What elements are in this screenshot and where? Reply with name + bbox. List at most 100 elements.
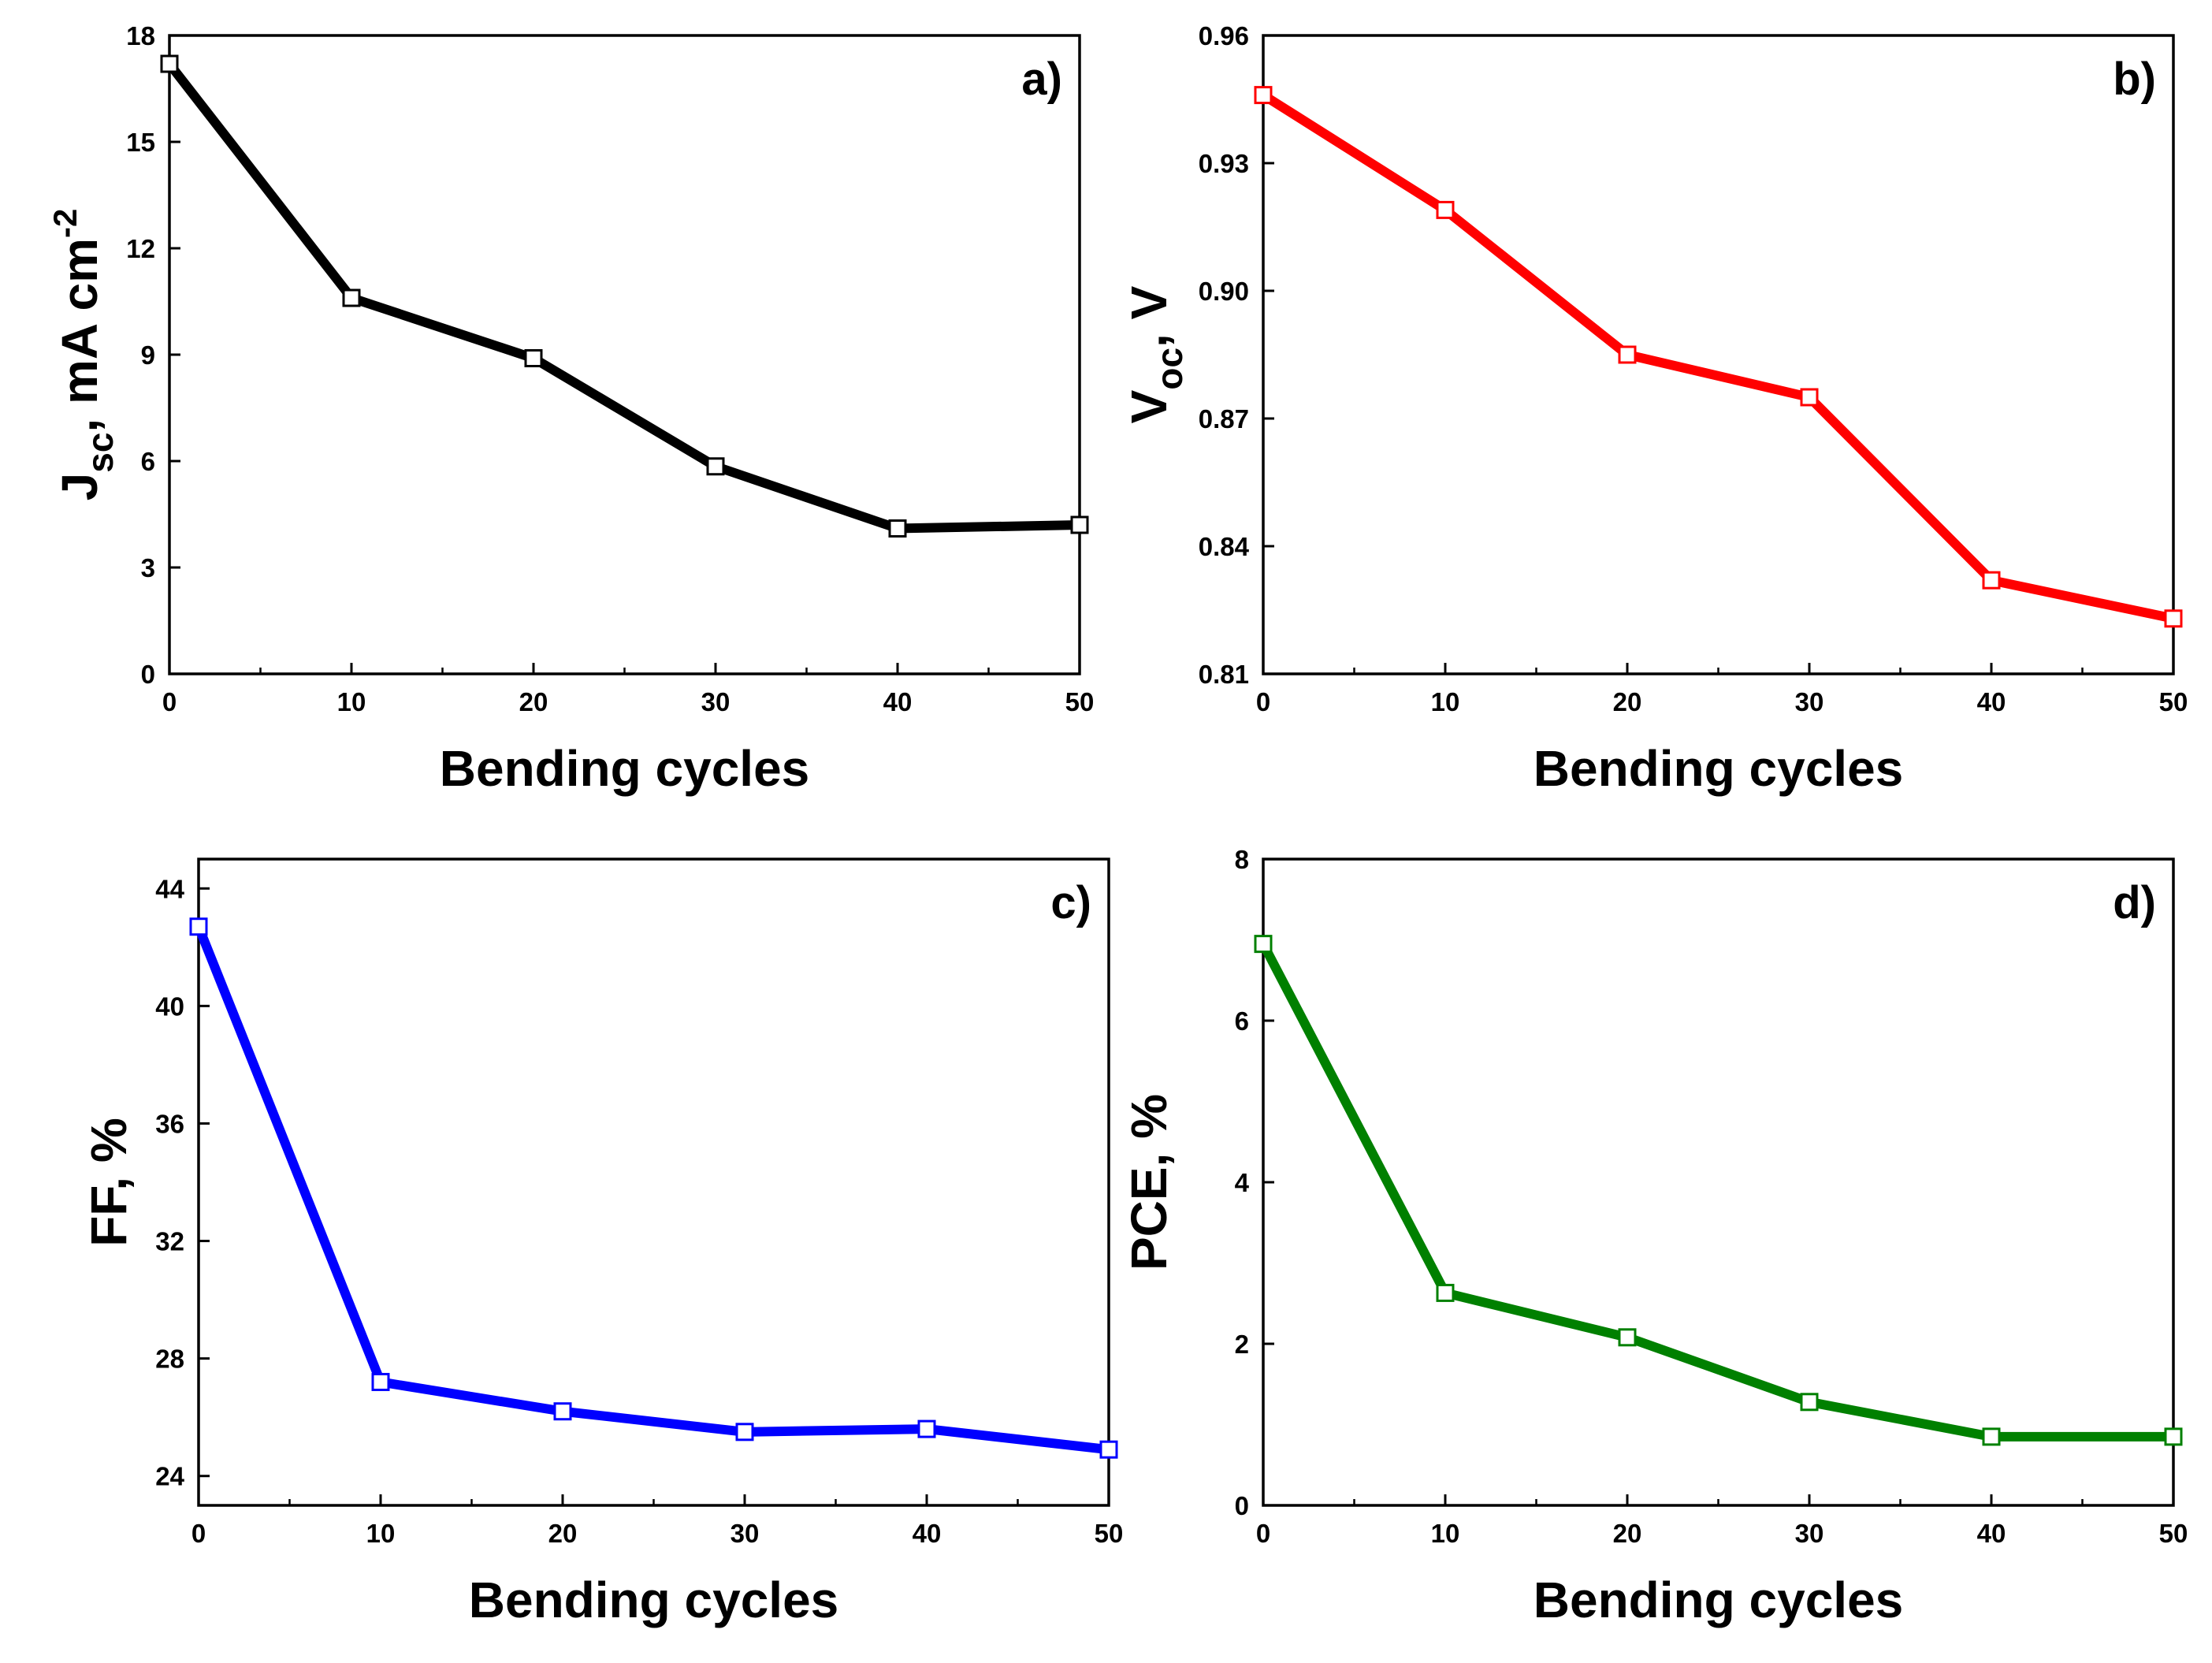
data-point — [189, 917, 208, 936]
y-tick-label: 15 — [126, 128, 155, 157]
y-tick-label: 44 — [155, 874, 184, 903]
x-tick-label: 0 — [162, 687, 177, 716]
y-title-rest: , V — [1121, 285, 1177, 348]
x-tick-label: 20 — [1613, 1519, 1642, 1548]
y-tick-label: 9 — [141, 340, 155, 370]
panel-label: a) — [1021, 54, 1062, 105]
panel-d: 0 10 20 30 40 50 0 2 4 6 8 d) Bending cycles PCE, % — [1121, 845, 2188, 1628]
panel-label: c) — [1050, 877, 1091, 928]
data-point — [1436, 200, 1455, 219]
y-tick-label: 2 — [1235, 1330, 1249, 1359]
data-point — [1436, 1283, 1455, 1302]
y-axis-title: Jsc, mA cm-2 — [46, 209, 121, 501]
y-tick-label: 0.90 — [1199, 277, 1249, 306]
y-tick-label: 0.87 — [1199, 404, 1249, 433]
panel-label: d) — [2113, 877, 2156, 928]
y-tick-label: 0.93 — [1199, 149, 1249, 178]
data-point — [706, 457, 725, 476]
data-point — [2164, 609, 2183, 628]
data-point — [917, 1419, 936, 1438]
y-axis-title: Voc, V — [1121, 285, 1190, 423]
data-point — [342, 288, 361, 307]
y-axis-title: FF, % — [80, 1118, 137, 1247]
series-line-jsc — [165, 61, 1080, 534]
plot-frame — [168, 34, 1081, 675]
x-tick-label: 50 — [2159, 1519, 2188, 1548]
y-tick-label: 28 — [155, 1345, 184, 1374]
data-point — [524, 349, 543, 367]
x-tick-label: 0 — [1256, 1519, 1270, 1548]
x-axis-title: Bending cycles — [469, 1572, 839, 1628]
y-tick-label: 4 — [1235, 1168, 1250, 1197]
y-tick-label: 0 — [141, 660, 155, 689]
y-axis-title: PCE, % — [1121, 1094, 1177, 1271]
x-axis-title: Bending cycles — [1534, 1572, 1904, 1628]
x-tick-label: 50 — [1095, 1519, 1124, 1548]
data-point — [1099, 1440, 1118, 1459]
data-point — [888, 519, 907, 538]
x-tick-label: 40 — [1977, 1519, 2006, 1548]
y-tick-label: 6 — [141, 447, 155, 476]
series-line-ff — [194, 925, 1110, 1455]
panel-b: 0 10 20 30 40 50 0.81 0.84 0.87 0.90 0.93 0.96 b) Ben… — [1121, 21, 2188, 797]
series-line-voc — [1260, 91, 2175, 623]
y-tick-label: 3 — [141, 553, 155, 582]
data-point — [1982, 571, 2001, 590]
panel-a: 0 10 20 30 40 50 0 3 6 9 12 15 18 a) Bending cycles Jsc… — [46, 21, 1094, 797]
data-point — [1618, 345, 1637, 364]
y-tick-label: 18 — [126, 21, 155, 50]
x-tick-label: 0 — [1256, 687, 1270, 716]
x-tick-label: 40 — [883, 687, 913, 716]
y-tick-label: 0.96 — [1199, 21, 1249, 50]
x-tick-label: 30 — [701, 687, 731, 716]
x-tick-label: 10 — [1431, 687, 1460, 716]
x-tick-label: 10 — [337, 687, 366, 716]
y-title-superscript: -2 — [46, 209, 84, 238]
series-line-pce — [1258, 941, 2173, 1442]
y-tick-label: 36 — [155, 1109, 184, 1138]
y-title-subscript: sc — [80, 433, 121, 473]
y-tick-label: 0 — [1235, 1491, 1249, 1520]
y-tick-label: 24 — [155, 1462, 184, 1491]
y-title-main: V — [1121, 389, 1177, 423]
x-tick-label: 20 — [519, 687, 548, 716]
x-tick-label: 30 — [1795, 1519, 1824, 1548]
x-axis-title: Bending cycles — [440, 740, 810, 797]
y-title-rest: , mA cm — [51, 238, 108, 433]
data-point — [1254, 935, 1273, 954]
data-point — [1800, 388, 1819, 407]
data-point — [371, 1372, 390, 1391]
x-tick-label: 40 — [913, 1519, 942, 1548]
panel-label: b) — [2113, 54, 2156, 105]
data-point — [1254, 86, 1273, 105]
data-point — [1618, 1328, 1637, 1347]
x-tick-label: 50 — [2159, 687, 2188, 716]
x-tick-label: 40 — [1977, 687, 2006, 716]
x-tick-label: 20 — [548, 1519, 578, 1548]
y-title-subscript: oc — [1149, 348, 1190, 390]
panel-c: 0 10 20 30 40 50 24 28 32 36 40 44 c) Bending cycles F… — [80, 858, 1124, 1628]
data-point — [735, 1423, 754, 1442]
data-point — [1800, 1393, 1819, 1412]
data-point — [1070, 515, 1089, 534]
y-tick-label: 40 — [155, 991, 184, 1021]
x-tick-label: 50 — [1065, 687, 1095, 716]
y-title-main: FF, % — [80, 1118, 137, 1247]
x-tick-label: 10 — [1431, 1519, 1460, 1548]
plot-frame — [1262, 34, 2175, 675]
data-point — [553, 1402, 572, 1421]
x-tick-label: 0 — [191, 1519, 206, 1548]
x-axis-title: Bending cycles — [1534, 740, 1904, 797]
data-point — [160, 54, 179, 73]
y-title-main: PCE, % — [1121, 1094, 1177, 1271]
y-tick-label: 32 — [155, 1227, 184, 1256]
y-tick-label: 0.81 — [1199, 660, 1249, 689]
x-tick-label: 10 — [366, 1519, 396, 1548]
y-tick-label: 0.84 — [1199, 532, 1250, 561]
x-tick-label: 20 — [1613, 687, 1642, 716]
y-tick-label: 8 — [1235, 845, 1249, 874]
y-tick-label: 12 — [126, 234, 155, 263]
x-tick-label: 30 — [1795, 687, 1824, 716]
y-tick-label: 6 — [1235, 1006, 1249, 1036]
